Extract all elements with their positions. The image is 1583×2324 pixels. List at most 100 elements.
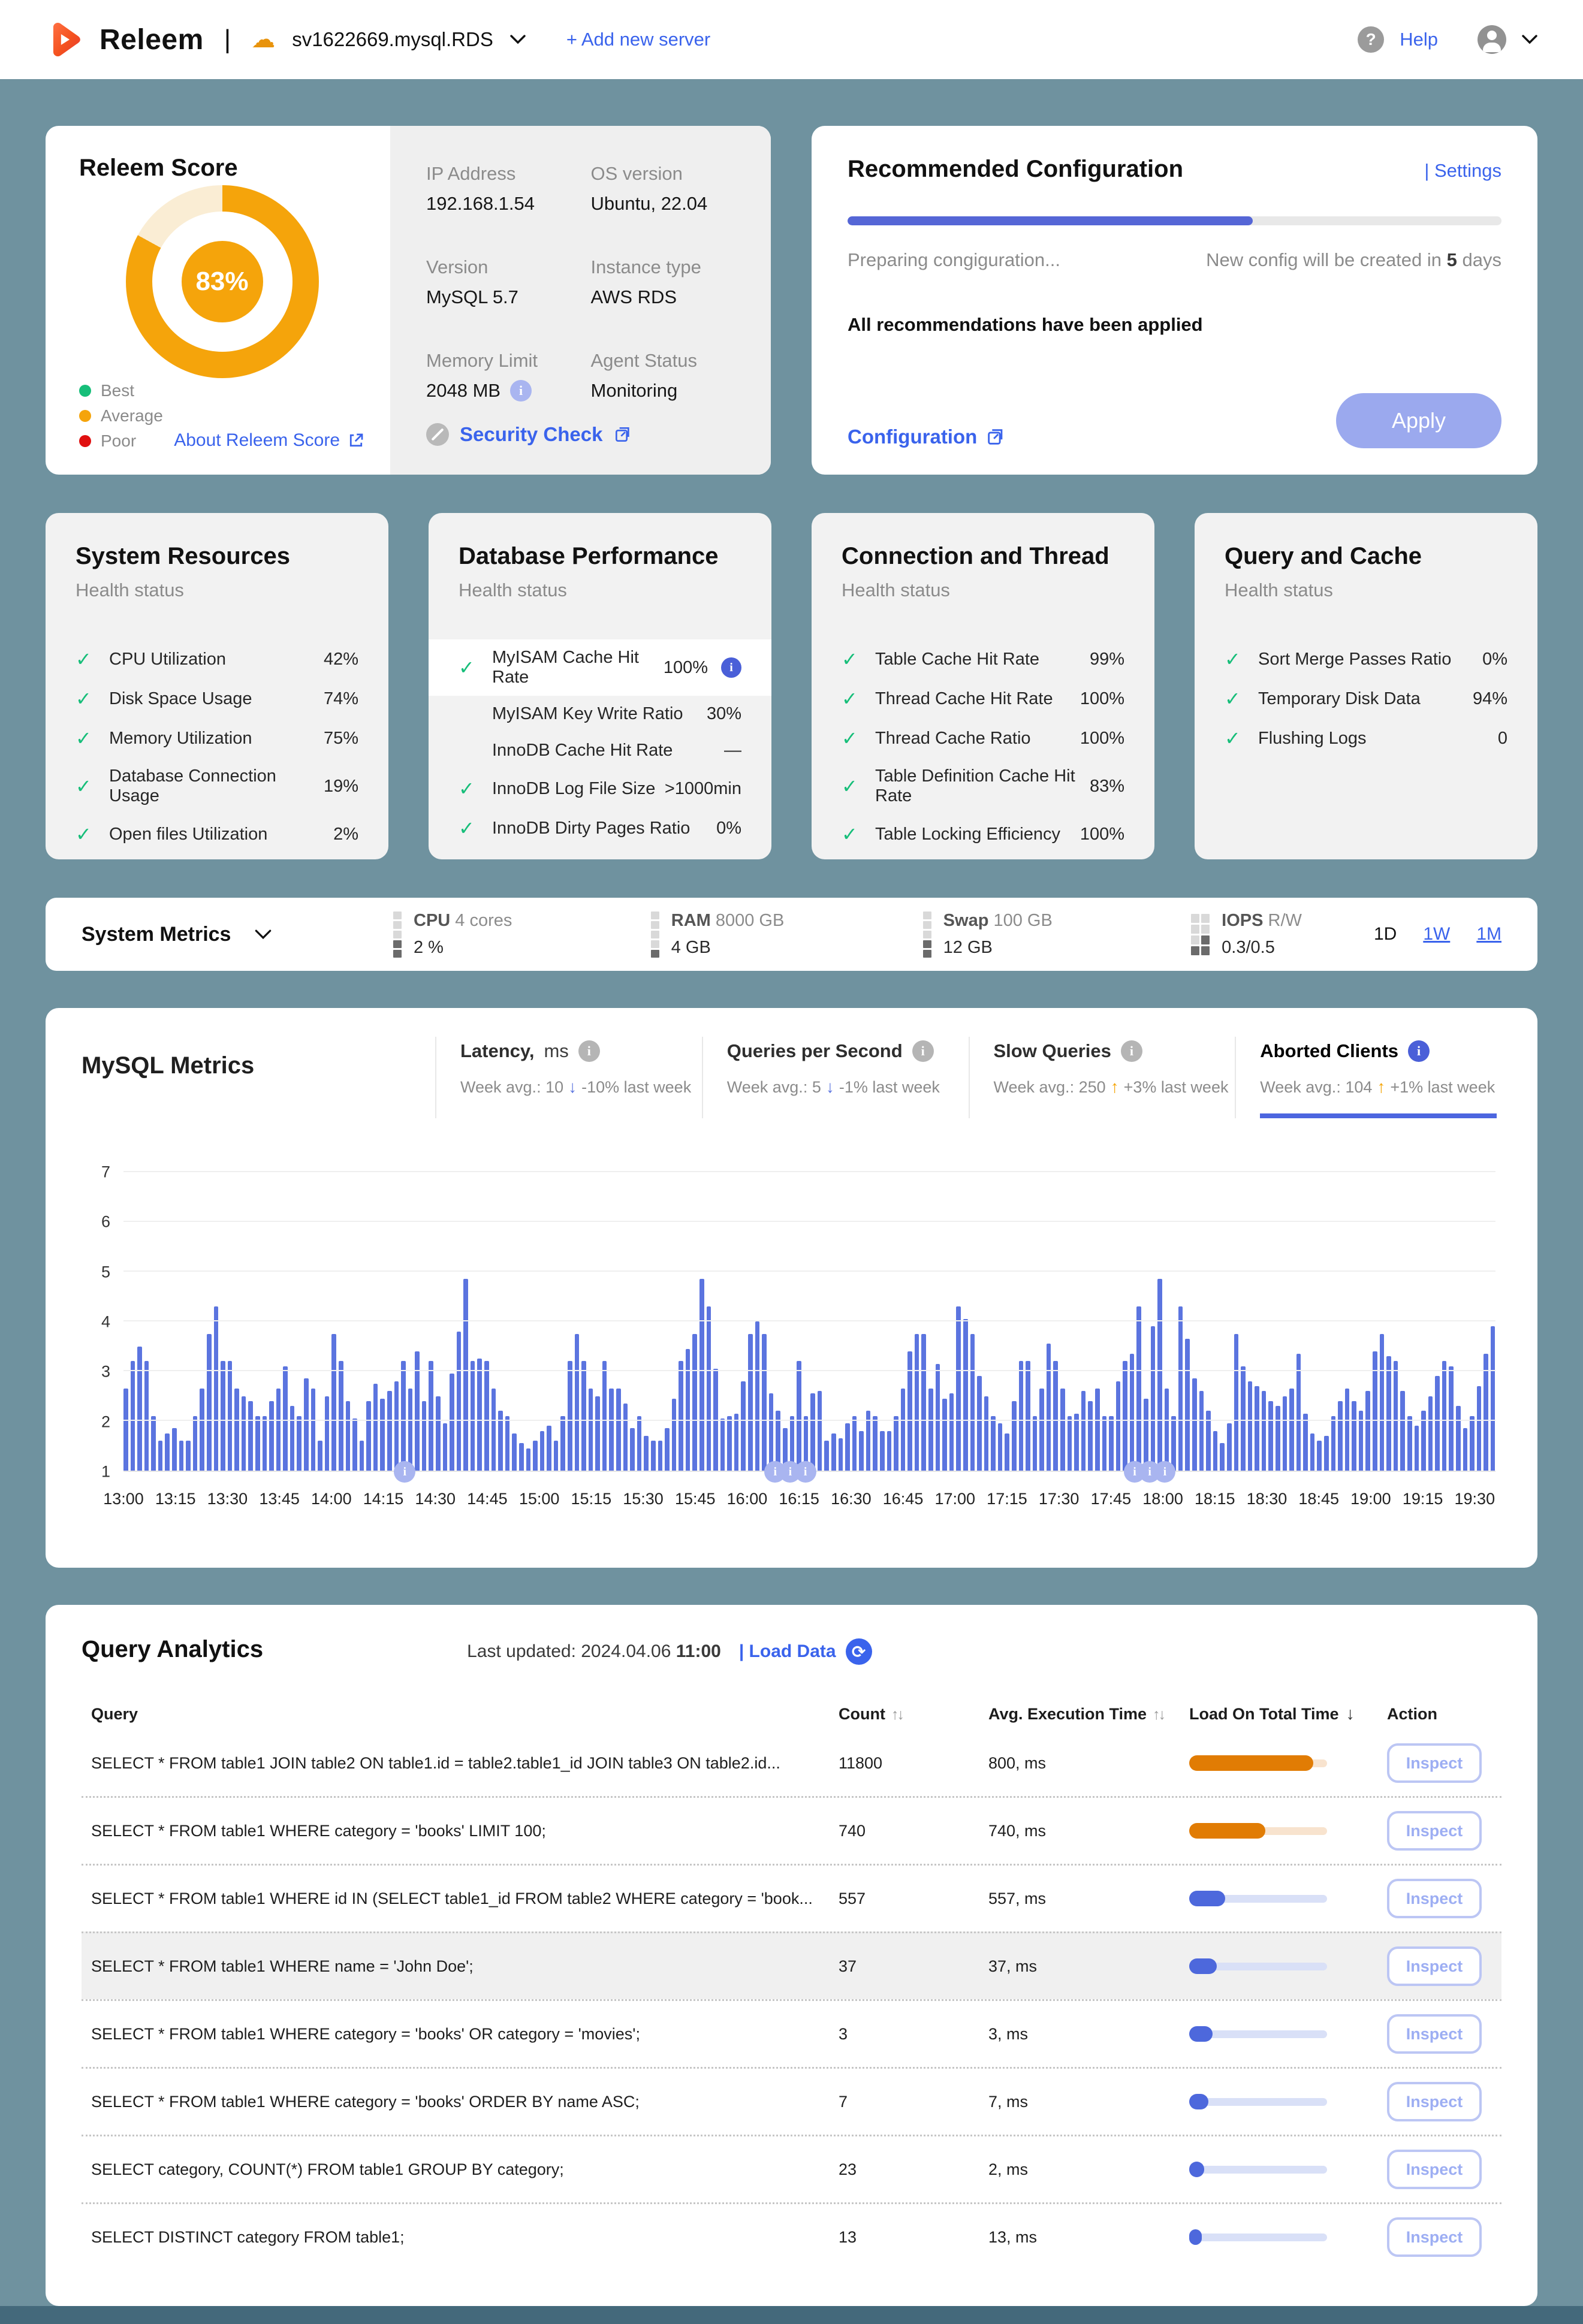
column-header-query[interactable]: Query [91, 1705, 138, 1723]
column-header-avg-execution-time[interactable]: Avg. Execution Time ↑↓ [988, 1705, 1166, 1723]
security-check-link[interactable]: Security Check [460, 423, 603, 445]
mysql-metrics-chart: 1 2 3 4 5 6 7 13:00 13:15 13:30 13:45 14:00 14:15 14… [82, 1163, 1501, 1544]
inspect-button[interactable]: Inspect [1387, 1811, 1482, 1851]
chart-bar [262, 1415, 267, 1471]
chart-bar [318, 1441, 322, 1471]
server-info-label: Version [426, 256, 489, 277]
chart-bar [1032, 1415, 1038, 1471]
score-legend: Best Average Poor [79, 381, 163, 451]
chart-bar [991, 1415, 996, 1471]
system-metrics-chevron-down-icon[interactable] [255, 929, 272, 940]
info-icon[interactable]: i [1120, 1040, 1142, 1062]
health-row: ✓ Thread Cache Ratio 100% [842, 719, 1124, 758]
query-table-row[interactable]: SELECT * FROM table1 WHERE category = 'b… [82, 2067, 1501, 2135]
inspect-button[interactable]: Inspect [1387, 2014, 1482, 2054]
gridline [123, 1320, 1495, 1321]
range-1m[interactable]: 1M [1476, 924, 1501, 944]
inspect-button[interactable]: Inspect [1387, 1879, 1482, 1918]
check-icon: ✓ [1225, 648, 1241, 670]
refresh-icon[interactable]: ⟳ [845, 1638, 872, 1665]
inspect-button[interactable]: Inspect [1387, 2082, 1482, 2121]
tab-queries-per-second[interactable]: Queries per Second i Week avg.: 5 ↓ -1% last… [701, 1037, 969, 1118]
user-avatar[interactable] [1478, 25, 1506, 54]
health-metric-label: Database Connection Usage [109, 766, 276, 805]
apply-button[interactable]: Apply [1336, 393, 1501, 448]
add-new-server-button[interactable]: + Add new server [566, 29, 711, 50]
settings-link[interactable]: | Settings [1424, 160, 1501, 181]
about-releem-score-link[interactable]: About Releem Score [174, 430, 365, 451]
health-card-title: Connection and Thread [842, 543, 1109, 569]
range-1d[interactable]: 1D [1373, 924, 1397, 944]
chart-info-marker-icon[interactable]: i [394, 1461, 416, 1483]
check-icon: ✓ [842, 728, 858, 749]
load-data-link[interactable]: | Load Data ⟳ [739, 1638, 872, 1665]
health-metric-label: InnoDB Log File Size [492, 778, 656, 798]
info-icon[interactable]: i [912, 1040, 934, 1062]
query-table-row[interactable]: SELECT * FROM table1 WHERE category = 'b… [82, 1796, 1501, 1864]
chart-bar [373, 1383, 378, 1471]
sort-updown-icon[interactable]: ↑↓ [1153, 1706, 1166, 1723]
info-icon[interactable]: i [578, 1040, 600, 1062]
chart-bar [518, 1443, 524, 1471]
health-metric-value: 100% [1080, 728, 1124, 748]
server-selector[interactable]: sv1622669.mysql.RDS [292, 28, 493, 50]
inspect-button[interactable]: Inspect [1387, 1946, 1482, 1986]
sort-updown-icon[interactable]: ↑↓ [891, 1706, 904, 1723]
inspect-button[interactable]: Inspect [1387, 2150, 1482, 2189]
info-icon[interactable]: i [510, 380, 532, 402]
user-menu-chevron-down-icon[interactable] [1522, 35, 1537, 44]
query-table-row[interactable]: SELECT * FROM table1 JOIN table2 ON tabl… [82, 1730, 1501, 1796]
chart-bar [741, 1381, 746, 1471]
query-table-row[interactable]: SELECT * FROM table1 WHERE category = 'b… [82, 1999, 1501, 2067]
tab-title-row: Queries per Second i [727, 1040, 963, 1062]
tab-latency[interactable]: Latency, ms i Week avg.: 10 ↓ -10% last week [435, 1037, 702, 1118]
chart-bar [456, 1331, 462, 1471]
arrow-up-icon: ↑ [1377, 1078, 1386, 1096]
gridline [123, 1270, 1495, 1272]
info-icon[interactable]: i [1408, 1040, 1430, 1062]
inspect-button[interactable]: Inspect [1387, 2217, 1482, 2257]
chart-bar [734, 1413, 739, 1471]
last-updated-prefix: Last updated: 2024.04.06 [467, 1641, 676, 1661]
inspect-button[interactable]: Inspect [1387, 1743, 1482, 1783]
query-table-row[interactable]: SELECT category, COUNT(*) FROM table1 GR… [82, 2135, 1501, 2202]
tab-delta-text: +3% last week [1123, 1078, 1229, 1096]
info-icon[interactable]: i [721, 657, 741, 678]
help-link[interactable]: Help [1400, 29, 1438, 50]
chart-bar [866, 1411, 871, 1471]
tab-slow-queries[interactable]: Slow Queries i Week avg.: 250 ↑ +3% last wee… [968, 1037, 1235, 1118]
query-table-row[interactable]: SELECT DISTINCT category FROM table1; 13 1… [82, 2202, 1501, 2270]
help-icon[interactable]: ? [1358, 26, 1385, 53]
sort-down-icon[interactable]: ↓ [1346, 1704, 1355, 1724]
query-count: 3 [839, 2024, 848, 2043]
chart-bar [845, 1423, 850, 1471]
column-header-count[interactable]: Count ↑↓ [839, 1705, 904, 1723]
column-header-load-on-total-time[interactable]: Load On Total Time ↓ [1189, 1704, 1355, 1724]
tab-delta-text: -1% last week [839, 1078, 940, 1096]
server-chevron-down-icon[interactable] [510, 35, 526, 44]
tab-aborted-clients[interactable]: Aborted Clients i Week avg.: 104 ↑ +1% last … [1235, 1037, 1501, 1118]
health-card: Connection and Thread Health status ✓ Table… [812, 513, 1154, 859]
chart-x-axis: 13:00 13:15 13:30 13:45 14:00 14:15 14:30 14:45… [103, 1490, 1495, 1514]
legend-item: Poor [79, 431, 163, 451]
cloud-icon: ☁ [251, 26, 276, 53]
chart-bar [1365, 1391, 1371, 1471]
load-bar-track [1189, 2094, 1327, 2109]
chart-bar [1421, 1411, 1426, 1471]
configuration-link[interactable]: Configuration [848, 425, 1006, 448]
query-table-row[interactable]: SELECT * FROM table1 WHERE name = 'John … [82, 1931, 1501, 1999]
load-bar-fill [1189, 1891, 1225, 1906]
chart-info-marker-icon[interactable]: i [794, 1461, 816, 1483]
load-bar-track [1189, 1958, 1327, 1974]
chart-bar [304, 1378, 309, 1471]
chart-bar [1449, 1366, 1454, 1471]
chart-bar [1220, 1443, 1225, 1471]
query-table-row[interactable]: SELECT * FROM table1 WHERE id IN (SELECT… [82, 1864, 1501, 1931]
chart-bar [505, 1415, 510, 1471]
query-load-cell [1189, 2162, 1387, 2177]
health-row: ✓ Disk Space Usage 74% [76, 679, 358, 719]
chart-info-marker-icon[interactable]: i [1154, 1461, 1176, 1483]
chart-bar [1476, 1386, 1482, 1471]
range-1w[interactable]: 1W [1423, 924, 1451, 944]
health-row: ✓ Memory Utilization 75% [76, 719, 358, 758]
